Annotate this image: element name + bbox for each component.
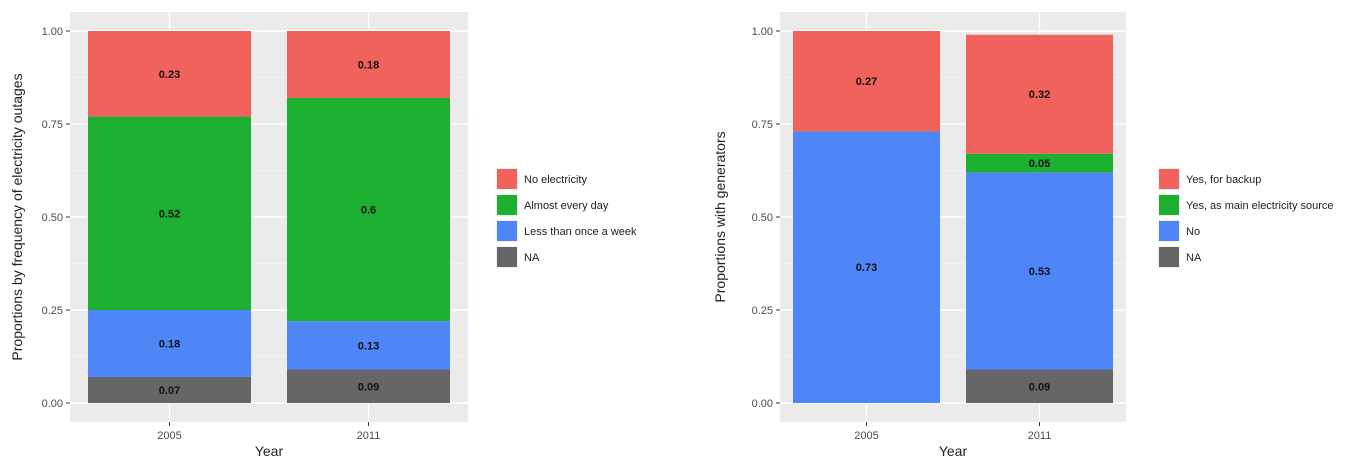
legend-swatch <box>497 221 517 241</box>
legend-label: NA <box>524 252 540 264</box>
generators-chart: 0.00 0.25 0.50 0.75 1.00 0.73 0.27 2005 0.09 0.53… <box>712 12 1334 459</box>
y-axis-title: Proportions with generators <box>712 131 728 302</box>
bar-segment-less-than-once-a-week-2011 <box>287 321 450 370</box>
chart-panel-generators: 0.00 0.25 0.50 0.75 1.00 0.73 0.27 2005 0.09 0.53… <box>700 0 1365 465</box>
y-tick-label: 0.50 <box>752 212 773 224</box>
legend-label: NA <box>1186 252 1202 264</box>
legend-label: No <box>1186 226 1200 238</box>
chart-panel-outages: 0.00 0.25 0.50 0.75 1.00 0.07 0.18 0.52 0.23 2005… <box>9 12 637 459</box>
y-tick-label: 0.75 <box>42 119 63 131</box>
x-axis-title: Year <box>255 443 284 459</box>
legend-label: Almost every day <box>524 200 609 212</box>
bar-segment-na-2011 <box>287 369 450 403</box>
bar-segment-almost-every-day-2011 <box>287 97 450 322</box>
data-label: 0.23 <box>159 69 180 81</box>
y-tick-label: 0.25 <box>42 305 63 317</box>
y-tick-label: 0.75 <box>752 119 773 131</box>
legend-swatch <box>497 195 517 215</box>
bar-segment-no-electricity-2005 <box>88 31 251 117</box>
data-label: 0.07 <box>159 385 180 397</box>
legend-swatch <box>1159 169 1179 189</box>
y-tick-label: 0.00 <box>42 398 63 410</box>
legend-swatch <box>1159 221 1179 241</box>
x-tick-label: 2005 <box>157 430 181 442</box>
bar-segment-na-2011 <box>966 369 1113 403</box>
y-tick-label: 0.00 <box>752 398 773 410</box>
legend-label: Less than once a week <box>524 226 637 238</box>
data-label: 0.6 <box>361 205 376 217</box>
y-tick-label: 0.50 <box>42 212 63 224</box>
legend-label: Yes, as main electricity source <box>1186 200 1334 212</box>
bar-segment-less-than-once-a-week-2005 <box>88 310 251 377</box>
bar-segment-no-electricity-2011 <box>287 31 450 98</box>
data-label: 0.18 <box>358 59 379 71</box>
legend-swatch <box>1159 195 1179 215</box>
bar-segment-yes-for-backup-2011 <box>966 34 1113 154</box>
x-axis-title: Year <box>939 443 968 459</box>
bar-segment-no-2005 <box>793 131 940 403</box>
x-tick-label: 2011 <box>357 430 381 442</box>
y-tick-label: 1.00 <box>752 26 773 38</box>
legend-swatch <box>497 169 517 189</box>
data-label: 0.18 <box>159 338 180 350</box>
data-label: 0.09 <box>1029 381 1050 393</box>
data-label: 0.13 <box>358 340 379 352</box>
bar-segment-yes-as-main-electricity-source-2011 <box>966 153 1113 173</box>
data-label: 0.32 <box>1029 89 1050 101</box>
data-label: 0.05 <box>1029 158 1050 170</box>
data-label: 0.27 <box>856 76 877 88</box>
bar-segment-almost-every-day-2005 <box>88 116 251 310</box>
outages-chart: 0.00 0.25 0.50 0.75 1.00 0.07 0.18 0.52 0.23 2005… <box>9 12 637 459</box>
legend-swatch <box>1159 247 1179 267</box>
data-label: 0.53 <box>1029 266 1050 278</box>
y-tick-label: 0.25 <box>752 305 773 317</box>
x-tick-label: 2005 <box>854 430 878 442</box>
legend-label: No electricity <box>524 174 587 186</box>
data-label: 0.73 <box>856 262 877 274</box>
y-tick-label: 1.00 <box>42 26 63 38</box>
legend-label: Yes, for backup <box>1186 174 1261 186</box>
legend-swatch <box>497 247 517 267</box>
y-axis-title: Proportions by frequency of electricity … <box>9 73 25 360</box>
bar-segment-no-2011 <box>966 172 1113 370</box>
data-label: 0.09 <box>358 381 379 393</box>
bar-segment-na-2005 <box>88 376 251 403</box>
bar-segment-yes-for-backup-2005 <box>793 31 940 132</box>
data-label: 0.52 <box>159 208 180 220</box>
x-tick-label: 2011 <box>1028 430 1052 442</box>
